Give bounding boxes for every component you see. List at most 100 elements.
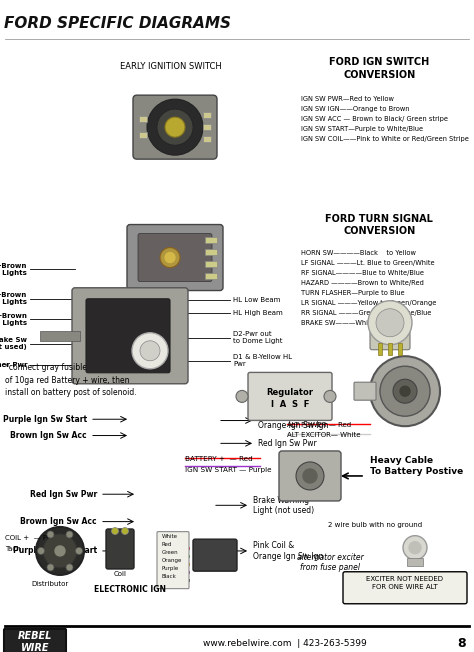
Circle shape	[132, 333, 168, 369]
Text: BRAKE SW———White to Green: BRAKE SW———White to Green	[301, 319, 406, 326]
Text: A-Brake Sw
Pwr (not used): A-Brake Sw Pwr (not used)	[0, 337, 27, 350]
Text: White: White	[162, 533, 178, 539]
Circle shape	[55, 546, 65, 556]
Text: D2-Pwr out
to Dome Light: D2-Pwr out to Dome Light	[233, 331, 283, 344]
Bar	[205, 237, 217, 243]
Circle shape	[169, 121, 181, 133]
Circle shape	[66, 531, 73, 538]
Circle shape	[393, 379, 417, 403]
FancyBboxPatch shape	[343, 572, 467, 604]
Text: Green: Green	[162, 550, 179, 555]
Circle shape	[324, 391, 336, 402]
Text: IGN SW PWR—Red to Yellow: IGN SW PWR—Red to Yellow	[301, 96, 394, 102]
Bar	[407, 557, 423, 566]
Circle shape	[303, 469, 317, 483]
Text: IGN SW IGN——Orange to Brown: IGN SW IGN——Orange to Brown	[301, 106, 410, 113]
Circle shape	[160, 248, 180, 267]
FancyBboxPatch shape	[133, 95, 217, 159]
Bar	[205, 261, 217, 267]
Text: LR SIGNAL ———Yellow to Green/Orange: LR SIGNAL ———Yellow to Green/Orange	[301, 300, 437, 306]
Text: EXCITER NOT NEEDED
FOR ONE WIRE ALT: EXCITER NOT NEEDED FOR ONE WIRE ALT	[366, 576, 444, 589]
Text: Purple Ign Sw Start: Purple Ign Sw Start	[3, 415, 87, 424]
Text: Orange: Orange	[162, 557, 182, 563]
Circle shape	[37, 548, 45, 554]
FancyBboxPatch shape	[370, 326, 410, 349]
Text: IGN SW ACC — Brown to Black/ Green stripe: IGN SW ACC — Brown to Black/ Green strip…	[301, 117, 448, 123]
Circle shape	[36, 527, 84, 575]
Text: I-Brown
Dash Lights: I-Brown Dash Lights	[0, 263, 27, 276]
FancyBboxPatch shape	[127, 224, 223, 291]
Text: HAZARD ————Brown to White/Red: HAZARD ————Brown to White/Red	[301, 280, 424, 286]
Text: 8: 8	[457, 638, 466, 651]
Text: Pink Coil &
Orange Ign Sw Ign: Pink Coil & Orange Ign Sw Ign	[258, 411, 328, 430]
Text: 2 wire bulb with no ground: 2 wire bulb with no ground	[328, 522, 422, 527]
Text: Regulator
I  A  S  F: Regulator I A S F	[266, 389, 313, 409]
Text: P-Brown
Park Lights: P-Brown Park Lights	[0, 313, 27, 326]
Text: Pink Coil &
Orange Ign Sw Ign: Pink Coil & Orange Ign Sw Ign	[253, 541, 323, 561]
Circle shape	[47, 564, 54, 571]
FancyBboxPatch shape	[354, 382, 376, 400]
Bar	[205, 248, 217, 254]
Circle shape	[400, 386, 410, 396]
Text: IGN SW COIL——Pink to White or Red/Green Stripe: IGN SW COIL——Pink to White or Red/Green …	[301, 136, 469, 143]
Circle shape	[147, 99, 203, 155]
Bar	[205, 273, 217, 278]
FancyBboxPatch shape	[193, 539, 237, 571]
Bar	[398, 343, 402, 355]
Text: Brown Ign Sw Acc: Brown Ign Sw Acc	[10, 431, 87, 440]
Circle shape	[140, 341, 160, 361]
Text: COIL +  — Pink: COIL + — Pink	[5, 535, 57, 541]
Text: BATTERY +  — Red: BATTERY + — Red	[185, 456, 253, 462]
Text: Distributor: Distributor	[31, 581, 69, 587]
Circle shape	[43, 534, 77, 568]
Circle shape	[409, 542, 421, 554]
FancyBboxPatch shape	[138, 233, 212, 282]
Text: FORD SPECIFIC DIAGRAMS: FORD SPECIFIC DIAGRAMS	[4, 16, 231, 31]
Text: EARLY IGNITION SWITCH: EARLY IGNITION SWITCH	[120, 62, 221, 71]
Text: ALT POWER — Red: ALT POWER — Red	[287, 422, 351, 428]
Text: Red Ign Sw Pwr: Red Ign Sw Pwr	[258, 439, 317, 448]
Bar	[203, 136, 211, 142]
Text: www.rebelwire.com  | 423-263-5399: www.rebelwire.com | 423-263-5399	[202, 640, 366, 649]
Text: R-Brown
Tail Lights: R-Brown Tail Lights	[0, 292, 27, 305]
Text: D1 & B-Yellow HL
Pwr: D1 & B-Yellow HL Pwr	[233, 354, 292, 367]
Circle shape	[370, 356, 440, 426]
FancyBboxPatch shape	[4, 629, 66, 652]
Text: IGN SW START—Purple to White/Blue: IGN SW START—Purple to White/Blue	[301, 126, 423, 132]
Text: ELECTRONIC IGN: ELECTRONIC IGN	[94, 585, 166, 595]
Circle shape	[121, 527, 128, 535]
Text: IGN SW START — Purple: IGN SW START — Purple	[185, 467, 272, 473]
Text: HL Low Beam: HL Low Beam	[233, 297, 281, 303]
Bar	[139, 116, 147, 122]
Text: Purple Ign Sw Start: Purple Ign Sw Start	[13, 546, 97, 556]
Circle shape	[296, 462, 324, 490]
FancyBboxPatch shape	[248, 372, 332, 421]
Text: Black: Black	[162, 574, 177, 578]
Circle shape	[380, 366, 430, 416]
Circle shape	[403, 536, 427, 559]
Bar	[388, 343, 392, 355]
Circle shape	[111, 527, 118, 535]
Text: HORN SW————Black    to Yellow: HORN SW————Black to Yellow	[301, 250, 416, 256]
Text: Brown Ign Sw Acc: Brown Ign Sw Acc	[20, 517, 97, 526]
Text: Purple: Purple	[162, 566, 179, 570]
FancyBboxPatch shape	[279, 451, 341, 501]
Bar	[378, 343, 382, 355]
FancyBboxPatch shape	[86, 299, 170, 373]
Circle shape	[165, 117, 185, 137]
Text: Coil: Coil	[113, 571, 127, 577]
FancyBboxPatch shape	[72, 288, 188, 384]
Circle shape	[75, 548, 82, 554]
Text: Brake Warning
Light (not used): Brake Warning Light (not used)	[253, 496, 314, 515]
Circle shape	[368, 301, 412, 345]
Circle shape	[376, 309, 404, 336]
Text: LF SIGNAL ———Lt. Blue to Green/White: LF SIGNAL ———Lt. Blue to Green/White	[301, 259, 435, 266]
FancyBboxPatch shape	[106, 529, 134, 569]
Circle shape	[66, 564, 73, 571]
Bar	[203, 112, 211, 118]
Circle shape	[236, 391, 248, 402]
Text: ALT EXCITOR— White: ALT EXCITOR— White	[287, 432, 360, 438]
Text: RF SIGNAL————Blue to White/Blue: RF SIGNAL————Blue to White/Blue	[301, 270, 424, 276]
Text: TURN FLASHER—Purple to Blue: TURN FLASHER—Purple to Blue	[301, 289, 405, 296]
Text: RR SIGNAL ———Green to Orange/Blue: RR SIGNAL ———Green to Orange/Blue	[301, 310, 431, 316]
